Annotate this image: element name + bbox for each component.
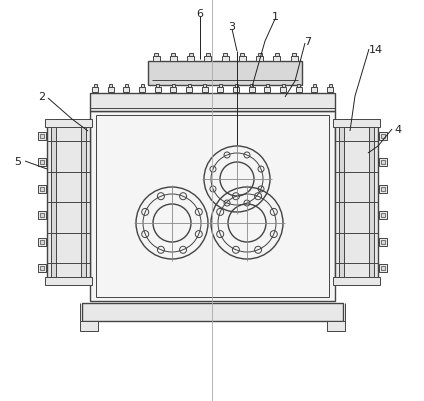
Bar: [275, 54, 279, 57]
Bar: [329, 85, 332, 88]
Bar: [381, 214, 385, 218]
Bar: [40, 161, 44, 165]
Bar: [153, 57, 159, 62]
Bar: [379, 133, 387, 141]
Bar: [109, 85, 112, 88]
Bar: [327, 88, 333, 93]
Bar: [154, 54, 158, 57]
Bar: [92, 88, 98, 93]
Text: 2: 2: [39, 92, 45, 102]
Bar: [125, 85, 128, 88]
Bar: [40, 187, 44, 191]
Bar: [290, 57, 298, 62]
Bar: [40, 214, 44, 218]
Bar: [292, 54, 296, 57]
Bar: [250, 85, 253, 88]
Bar: [38, 264, 46, 272]
Bar: [379, 212, 387, 220]
Bar: [38, 159, 46, 167]
Bar: [221, 57, 229, 62]
Bar: [187, 57, 194, 62]
Bar: [369, 122, 374, 283]
Bar: [139, 88, 145, 93]
Bar: [40, 240, 44, 244]
Bar: [234, 85, 237, 88]
Bar: [172, 85, 175, 88]
Bar: [218, 88, 223, 93]
Bar: [381, 187, 385, 191]
Bar: [40, 266, 44, 270]
Bar: [335, 122, 378, 283]
Bar: [45, 120, 92, 128]
Bar: [240, 54, 244, 57]
Bar: [333, 120, 380, 128]
Bar: [257, 54, 262, 57]
Bar: [266, 85, 269, 88]
Bar: [38, 133, 46, 141]
Bar: [282, 85, 285, 88]
Bar: [186, 88, 192, 93]
Bar: [223, 54, 227, 57]
Text: 7: 7: [304, 37, 312, 47]
Bar: [280, 88, 286, 93]
Bar: [108, 88, 114, 93]
Bar: [248, 88, 255, 93]
Bar: [187, 85, 190, 88]
Bar: [90, 112, 335, 301]
Bar: [379, 159, 387, 167]
Bar: [51, 122, 56, 283]
Bar: [155, 88, 161, 93]
Bar: [203, 85, 206, 88]
Text: 5: 5: [14, 157, 22, 166]
Bar: [233, 88, 239, 93]
Bar: [148, 62, 302, 86]
Text: 6: 6: [196, 9, 204, 19]
Bar: [171, 54, 175, 57]
Bar: [273, 57, 280, 62]
Bar: [38, 212, 46, 220]
Bar: [206, 54, 210, 57]
Bar: [296, 88, 301, 93]
Text: 1: 1: [271, 12, 279, 22]
Text: 14: 14: [369, 45, 383, 55]
Bar: [38, 185, 46, 193]
Bar: [96, 116, 329, 297]
Bar: [381, 161, 385, 165]
Bar: [379, 185, 387, 193]
Bar: [90, 94, 335, 112]
Bar: [256, 57, 263, 62]
Bar: [170, 57, 177, 62]
Text: 4: 4: [394, 125, 402, 135]
Bar: [170, 88, 176, 93]
Text: 3: 3: [229, 22, 235, 32]
Bar: [381, 240, 385, 244]
Bar: [202, 88, 208, 93]
Bar: [45, 277, 92, 285]
Bar: [297, 85, 300, 88]
Bar: [239, 57, 246, 62]
Bar: [379, 238, 387, 246]
Bar: [204, 57, 211, 62]
Bar: [140, 85, 143, 88]
Bar: [264, 88, 271, 93]
Bar: [339, 122, 344, 283]
Bar: [47, 122, 90, 283]
Bar: [40, 135, 44, 139]
Bar: [82, 303, 343, 321]
Bar: [80, 321, 98, 331]
Bar: [313, 85, 316, 88]
Bar: [381, 266, 385, 270]
Bar: [156, 85, 159, 88]
Bar: [94, 85, 97, 88]
Bar: [333, 277, 380, 285]
Bar: [38, 238, 46, 246]
Bar: [381, 135, 385, 139]
Bar: [311, 88, 317, 93]
Bar: [123, 88, 129, 93]
Bar: [379, 264, 387, 272]
Bar: [219, 85, 222, 88]
Bar: [189, 54, 192, 57]
Bar: [81, 122, 86, 283]
Bar: [327, 321, 345, 331]
